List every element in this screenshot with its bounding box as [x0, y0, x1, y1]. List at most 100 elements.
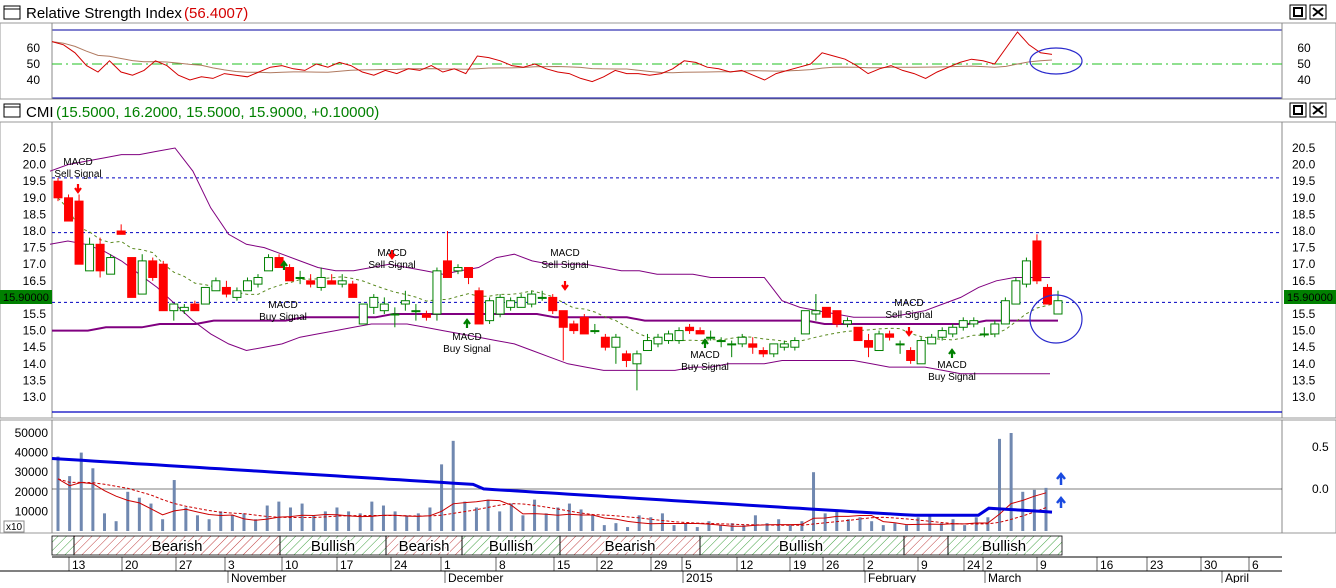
candle: [179, 304, 189, 314]
price-maximize-button[interactable]: [1289, 102, 1307, 118]
candle: [221, 280, 231, 298]
volume-bar: [1044, 487, 1048, 531]
x-day-label: 12: [740, 558, 754, 572]
candle-body-up: [358, 303, 368, 325]
candle-body-up: [106, 257, 116, 275]
candle-body-up: [979, 333, 989, 336]
candle-body-up: [811, 310, 821, 315]
candle: [853, 326, 863, 342]
volume-bar: [254, 519, 258, 531]
volume-bar: [91, 468, 95, 531]
candle-body-down: [548, 296, 558, 312]
candle-body-up: [1011, 280, 1021, 305]
volume-bar: [1009, 433, 1013, 531]
candle-body-up: [800, 310, 810, 335]
candle-body-up: [516, 296, 526, 308]
candle-body-down: [864, 340, 874, 348]
candle: [306, 274, 316, 288]
candle-body-down: [600, 336, 610, 348]
trend-band: Bearish Bullish Bearish Bullish Bearish Bulli…: [51, 535, 1063, 557]
candle-body-up: [411, 310, 421, 313]
oscillator-signal-line: [57, 478, 1047, 526]
price-tick-right: 14.0: [1292, 357, 1316, 371]
trend-label: Bullish: [311, 538, 355, 555]
x-day-label: 8: [499, 558, 506, 572]
candle: [537, 290, 547, 301]
volume-bar: [684, 523, 688, 531]
volume-bar: [963, 525, 967, 531]
trend-label: Bullish: [489, 538, 533, 555]
moving-average-line: [52, 313, 1058, 332]
rsi-tick-left: 40: [27, 73, 41, 87]
candle-body-down: [474, 290, 484, 325]
price-tick-left: 17.5: [23, 241, 47, 255]
candle: [790, 337, 800, 351]
volume-bar: [137, 497, 141, 531]
price-tick-left: 14.5: [23, 340, 47, 354]
volume-bar: [742, 525, 746, 531]
x-day-label: 23: [1150, 558, 1164, 572]
candle: [727, 340, 737, 358]
upper-bollinger-band: [49, 147, 1050, 318]
candle-body-up: [727, 343, 737, 346]
candle: [1011, 277, 1021, 305]
candle-body-up: [85, 243, 95, 272]
candle-body-up: [211, 280, 221, 292]
volume-bar: [556, 507, 560, 531]
macd-annotation-signal: Buy Signal: [681, 362, 729, 373]
candle-body-down: [148, 260, 158, 278]
candle: [379, 297, 389, 314]
candle: [127, 257, 137, 298]
candle: [621, 350, 631, 368]
signal-arrows: [74, 184, 956, 358]
candle-body-down: [285, 267, 295, 282]
rsi-close-button[interactable]: [1309, 4, 1327, 20]
candle-body-up: [958, 320, 968, 328]
price-panel-title: CMI: [26, 104, 54, 121]
volume-bar: [858, 517, 862, 531]
price-tick-right: 19.0: [1292, 191, 1316, 205]
x-day-label: 29: [654, 558, 668, 572]
price-tick-right: 13.5: [1292, 373, 1316, 387]
volume-bar: [893, 523, 897, 531]
volume-bar: [405, 515, 409, 531]
x-day-label: 24: [967, 558, 981, 572]
price-tick-right: 20.5: [1292, 141, 1316, 155]
rsi-maximize-button[interactable]: [1289, 4, 1307, 20]
volume-bars: [56, 433, 1048, 531]
candle: [148, 257, 158, 281]
buy-arrow: [948, 348, 956, 358]
candle-body-up: [779, 343, 789, 348]
candle: [495, 294, 505, 318]
volume-bar: [730, 523, 734, 531]
candle: [579, 314, 589, 335]
candle-body-up: [232, 290, 242, 298]
x-day-label: 27: [179, 558, 193, 572]
volume-bar: [800, 521, 804, 531]
volume-bar: [347, 511, 351, 531]
candle: [137, 254, 147, 295]
candle-body-up: [253, 276, 263, 285]
candle: [327, 274, 337, 285]
volume-bar: [416, 513, 420, 531]
volume-bar: [521, 515, 525, 531]
candle: [769, 343, 779, 358]
price-tick-left: 18.0: [23, 224, 47, 238]
volume-bar: [102, 513, 106, 531]
price-tick-right: 15.0: [1292, 324, 1316, 338]
volume-bar: [265, 505, 269, 531]
candle: [906, 347, 916, 364]
price-tick-right: 15.5: [1292, 307, 1316, 321]
x-day-label: 2: [986, 558, 993, 572]
volume-bar: [126, 491, 130, 531]
volume-bar: [812, 472, 816, 531]
candle-body-down: [685, 326, 695, 332]
volume-bar: [195, 515, 199, 531]
candle: [295, 270, 305, 285]
candle-body-down: [74, 200, 84, 265]
price-close-button[interactable]: [1309, 102, 1327, 118]
price-tick-left: 15.0: [23, 324, 47, 338]
candle: [548, 294, 558, 314]
